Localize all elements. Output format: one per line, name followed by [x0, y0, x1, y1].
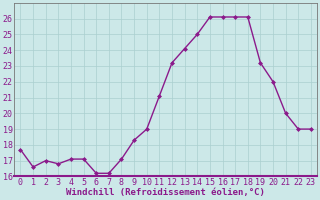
X-axis label: Windchill (Refroidissement éolien,°C): Windchill (Refroidissement éolien,°C): [66, 188, 265, 197]
